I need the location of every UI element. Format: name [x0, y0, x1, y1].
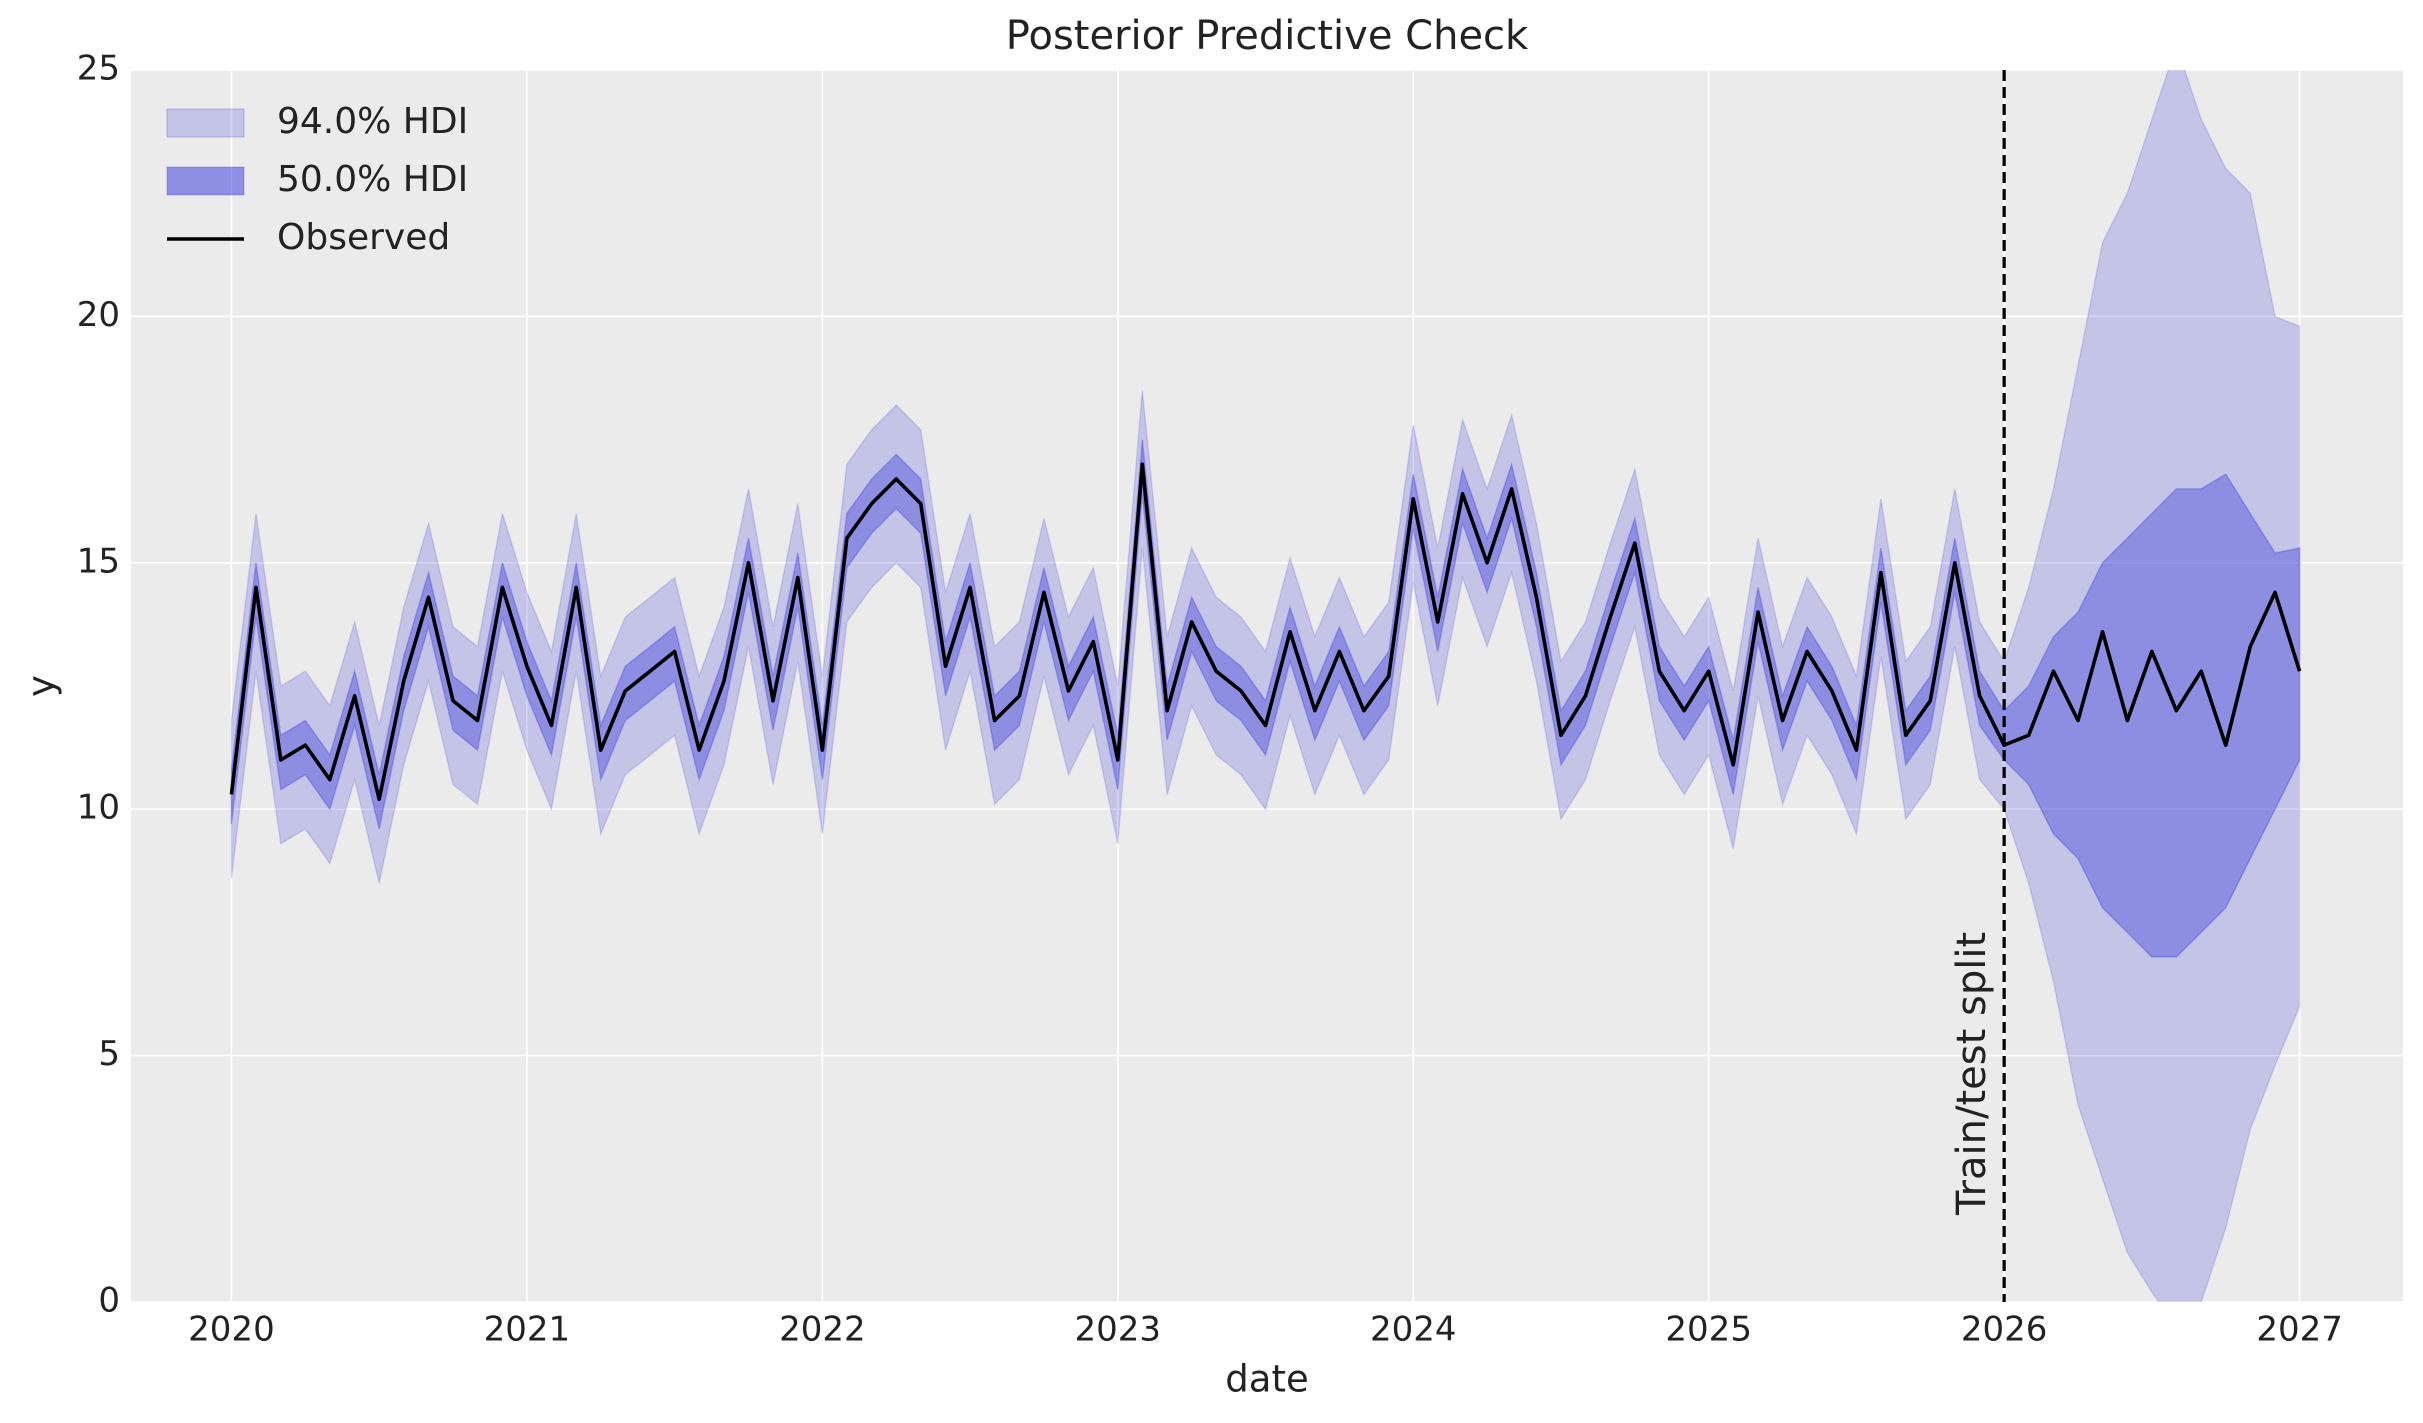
grid: [131, 69, 2403, 1303]
x-tick-label: 2021: [484, 1310, 571, 1350]
x-tick-label: 2024: [1370, 1310, 1457, 1350]
y-tick-label: 15: [77, 541, 120, 581]
y-axis-label: y: [20, 675, 63, 697]
x-tick-label: 2023: [1075, 1310, 1162, 1350]
chart-title: Posterior Predictive Check: [1006, 13, 1529, 59]
legend-swatch: [166, 166, 245, 196]
legend-label: 50.0% HDI: [277, 159, 468, 200]
x-tick-label: 2025: [1665, 1310, 1752, 1350]
x-tick-label: 2027: [2256, 1310, 2343, 1350]
x-tick-label: 2026: [1961, 1310, 2048, 1350]
split-label: Train/test split: [1949, 932, 1995, 1216]
observed-line: [229, 462, 2302, 802]
plot-area: [131, 70, 2403, 1302]
x-tick-label: 2022: [779, 1310, 866, 1350]
y-tick-label: 20: [77, 295, 120, 335]
y-tick-label: 25: [77, 49, 120, 89]
legend-swatch: [166, 108, 245, 138]
y-tick-label: 0: [98, 1281, 120, 1321]
y-tick-label: 10: [77, 788, 120, 828]
legend-label: Observed: [277, 217, 450, 258]
x-axis-label: date: [1225, 1358, 1308, 1401]
x-tick-label: 2020: [188, 1310, 275, 1350]
marks: [229, 70, 2302, 1302]
hdi-band: [230, 70, 2301, 1302]
y-tick-label: 5: [98, 1034, 120, 1074]
legend-label: 94.0% HDI: [277, 101, 468, 142]
